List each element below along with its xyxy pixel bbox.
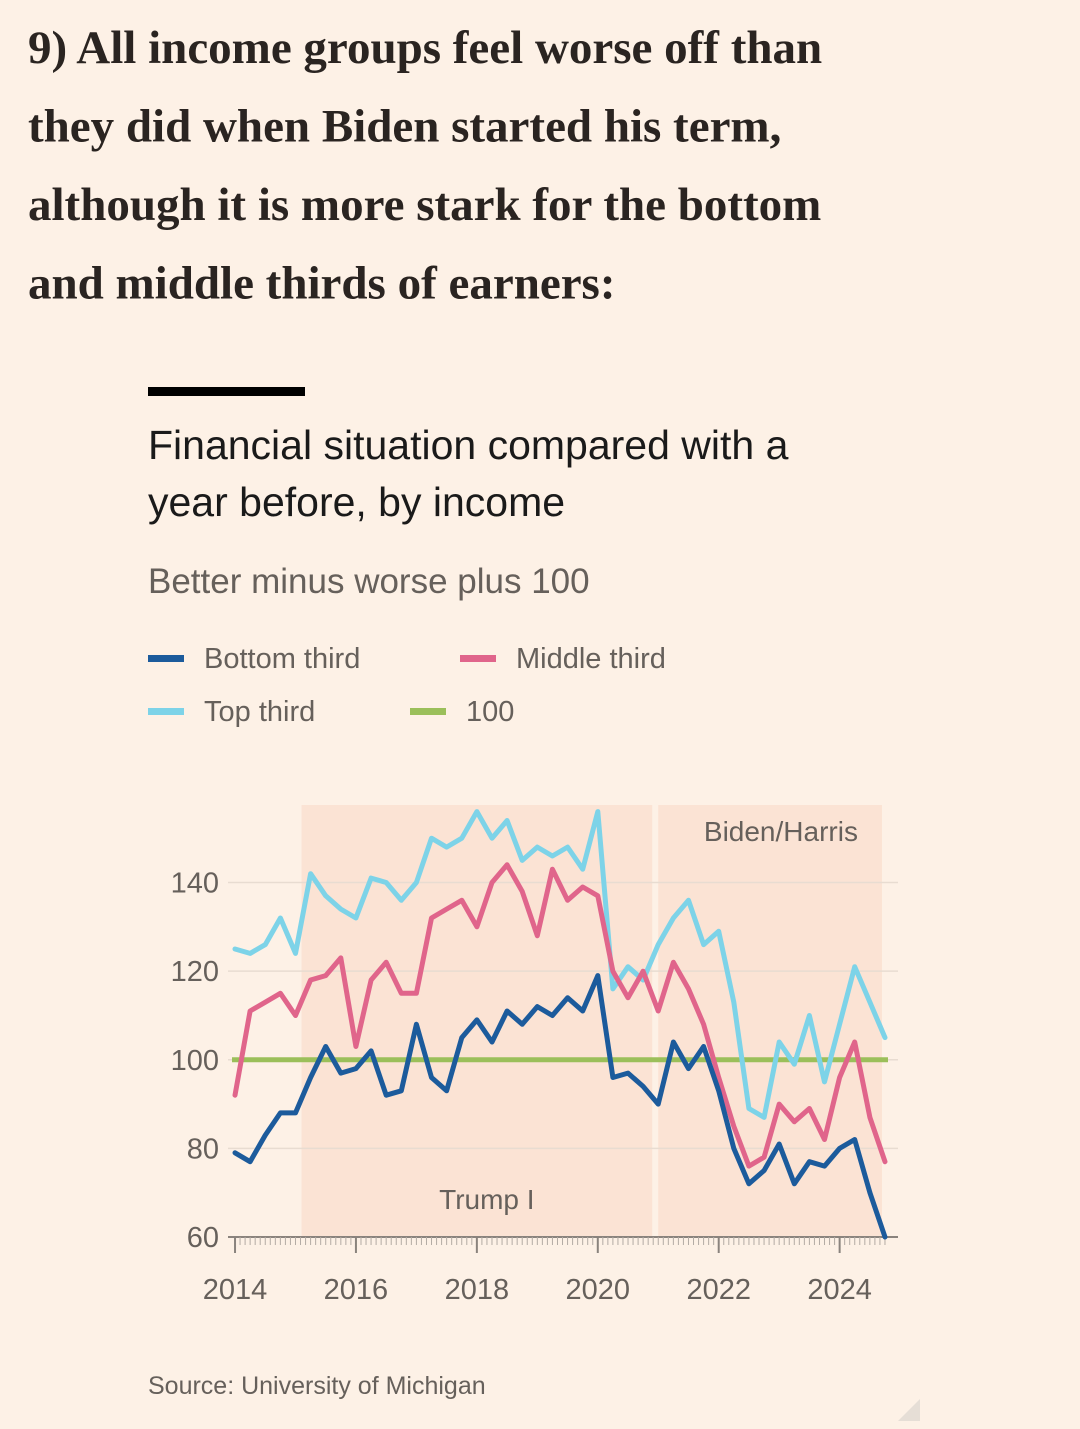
title-rule bbox=[148, 387, 305, 396]
legend-swatch bbox=[148, 708, 184, 715]
x-tick-label: 2014 bbox=[203, 1274, 268, 1306]
legend-swatch bbox=[410, 708, 446, 715]
region-label: Trump I bbox=[439, 1184, 534, 1215]
heading-line: and middle thirds of earners: bbox=[28, 258, 616, 310]
region-label: Biden/Harris bbox=[704, 816, 858, 847]
series-line bbox=[232, 862, 888, 1169]
heading-line: although it is more stark for the bottom bbox=[28, 179, 821, 231]
legend-label: 100 bbox=[466, 696, 514, 728]
y-tick-label: 80 bbox=[187, 1133, 219, 1165]
legend-swatch bbox=[148, 655, 184, 662]
legend-label: Top third bbox=[204, 696, 315, 728]
series-line bbox=[232, 809, 888, 1120]
legend-swatch bbox=[460, 655, 496, 662]
series-line bbox=[232, 973, 888, 1240]
y-tick-label: 60 bbox=[187, 1222, 219, 1254]
resize-handle bbox=[898, 1399, 920, 1421]
legend-label: Bottom third bbox=[204, 643, 360, 675]
source: Source: University of Michigan bbox=[148, 1372, 486, 1400]
x-tick-label: 2018 bbox=[445, 1274, 510, 1306]
x-tick-label: 2020 bbox=[566, 1274, 631, 1306]
heading-line: 9) All income groups feel worse off than bbox=[28, 22, 822, 74]
heading-line: they did when Biden started his term, bbox=[28, 101, 781, 153]
y-tick-label: 100 bbox=[171, 1045, 219, 1077]
y-tick-label: 120 bbox=[171, 956, 219, 988]
y-tick-label: 140 bbox=[171, 868, 219, 900]
chart-title: year before, by income bbox=[148, 479, 565, 525]
chart-subtitle: Better minus worse plus 100 bbox=[148, 562, 590, 601]
legend-label: Middle third bbox=[516, 643, 666, 675]
chart-title: Financial situation compared with a bbox=[148, 422, 789, 468]
shaded-region bbox=[658, 805, 882, 1237]
x-tick-label: 2022 bbox=[686, 1274, 751, 1306]
x-tick-label: 2016 bbox=[324, 1274, 389, 1306]
x-tick-label: 2024 bbox=[807, 1274, 872, 1306]
